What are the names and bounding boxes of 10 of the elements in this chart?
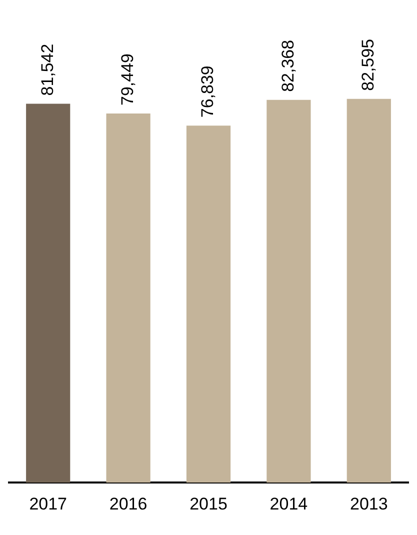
x-tick-label: 2016 <box>109 494 148 514</box>
data-label: 79,449 <box>118 53 137 106</box>
x-tick-label: 2014 <box>270 494 308 514</box>
data-label: 76,839 <box>198 66 218 118</box>
data-label: 82,368 <box>278 40 298 92</box>
data-label: 81,542 <box>38 44 57 96</box>
x-tick-label: 2015 <box>190 494 228 514</box>
data-label: 82,595 <box>358 38 378 91</box>
x-tick-label: 2017 <box>29 494 68 514</box>
x-tick-label: 2013 <box>350 494 388 514</box>
